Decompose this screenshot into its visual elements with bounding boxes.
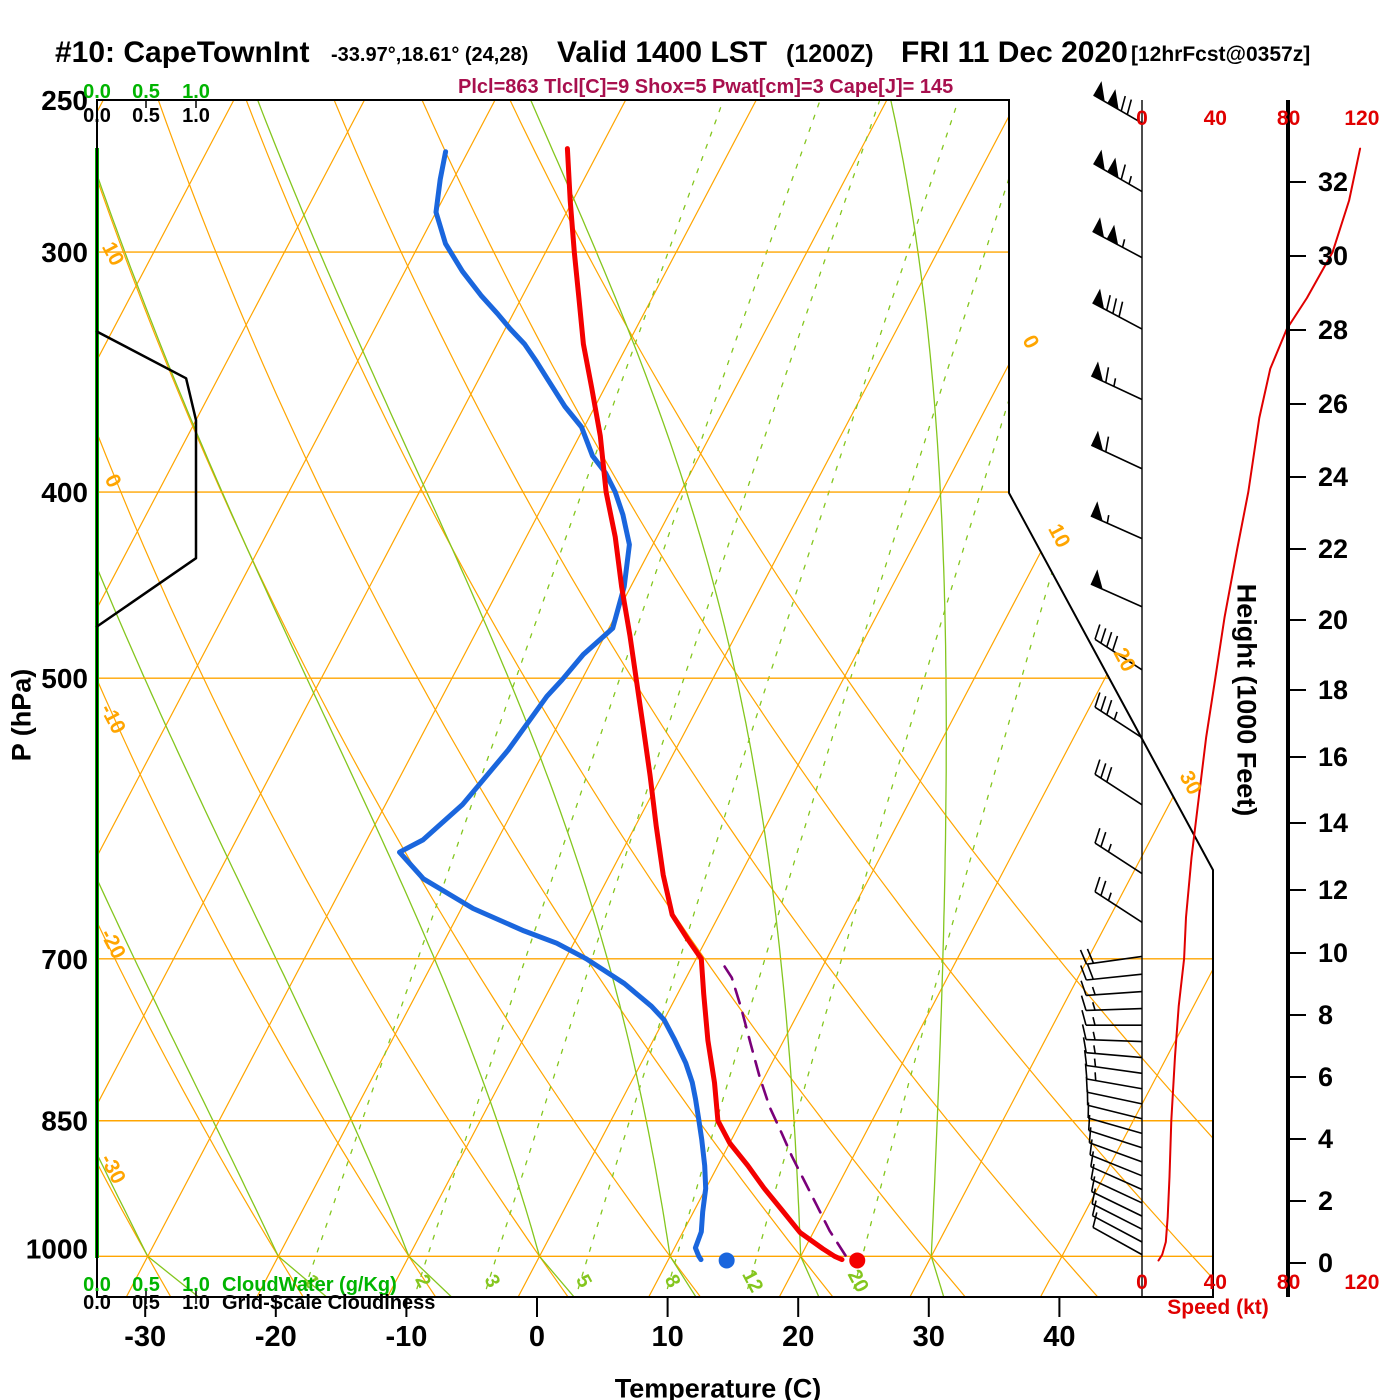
svg-text:10: 10 — [97, 238, 128, 269]
svg-text:300: 300 — [41, 237, 88, 268]
svg-text:120: 120 — [1344, 107, 1379, 130]
svg-text:26: 26 — [1318, 389, 1348, 419]
svg-text:120: 120 — [1344, 1271, 1379, 1294]
svg-text:80: 80 — [1277, 107, 1300, 130]
svg-text:12: 12 — [1318, 875, 1348, 905]
scale-tick-label: 1.0 — [182, 1292, 210, 1314]
svg-text:0: 0 — [100, 470, 126, 491]
svg-text:6: 6 — [1318, 1062, 1333, 1092]
temperature-axis-title: Temperature (C) — [614, 1373, 822, 1400]
svg-text:10: 10 — [1043, 520, 1074, 551]
svg-text:20: 20 — [782, 1321, 814, 1353]
scale-tick-label: 0.5 — [132, 1274, 160, 1296]
svg-text:80: 80 — [1277, 1271, 1300, 1294]
cloudiness-scale-label: Grid-Scale Cloudiness — [222, 1292, 436, 1314]
svg-text:5: 5 — [571, 1271, 596, 1291]
pressure-axis-title: P (hPa) — [6, 668, 37, 762]
scale-tick-label: 0.0 — [83, 105, 111, 127]
svg-text:700: 700 — [41, 944, 88, 975]
svg-text:14: 14 — [1318, 808, 1348, 838]
svg-text:2: 2 — [1318, 1186, 1333, 1216]
svg-text:8: 8 — [1318, 1000, 1333, 1030]
svg-text:40: 40 — [1204, 1271, 1227, 1294]
svg-text:20: 20 — [843, 1266, 873, 1296]
svg-text:24: 24 — [1318, 462, 1348, 492]
height-axis-title: Height (1000 Feet) — [1231, 583, 1262, 817]
svg-text:500: 500 — [41, 663, 88, 694]
svg-text:-30: -30 — [95, 1150, 130, 1188]
cloudwater-scale-label: CloudWater (g/Kg) — [222, 1274, 397, 1296]
svg-text:10: 10 — [651, 1321, 683, 1353]
scale-tick-label: 1.0 — [182, 105, 210, 127]
forecast-lead-note: [12hrFcst@0357z] — [1131, 43, 1311, 66]
svg-text:4: 4 — [1318, 1124, 1333, 1154]
svg-text:40: 40 — [1204, 107, 1227, 130]
stability-parameters: Plcl=863 Tlcl[C]=9 Shox=5 Pwat[cm]=3 Cap… — [458, 76, 954, 98]
svg-text:32: 32 — [1318, 167, 1348, 197]
svg-text:2: 2 — [410, 1271, 435, 1291]
svg-text:0: 0 — [1136, 1271, 1148, 1294]
svg-text:12: 12 — [737, 1266, 767, 1296]
svg-text:-10: -10 — [385, 1321, 427, 1353]
station-coordinates: -33.97°,18.61° (24,28) — [331, 44, 529, 66]
scale-tick-label: 0.5 — [132, 105, 160, 127]
svg-text:1000: 1000 — [26, 1233, 88, 1264]
scale-tick-label: 1.0 — [182, 81, 210, 103]
svg-text:0: 0 — [1318, 1248, 1333, 1278]
valid-date: FRI 11 Dec 2020 — [901, 36, 1128, 69]
svg-text:0: 0 — [1136, 107, 1148, 130]
svg-text:400: 400 — [41, 477, 88, 508]
svg-text:-30: -30 — [124, 1321, 166, 1353]
svg-text:30: 30 — [1318, 241, 1348, 271]
svg-text:40: 40 — [1043, 1321, 1075, 1353]
svg-text:-20: -20 — [255, 1321, 297, 1353]
valid-time-zulu: (1200Z) — [786, 40, 874, 68]
speed-axis-title: Speed (kt) — [1167, 1296, 1269, 1319]
surface-temp-dot — [849, 1252, 866, 1269]
svg-text:-10: -10 — [95, 700, 130, 738]
svg-text:850: 850 — [41, 1106, 88, 1137]
valid-time: Valid 1400 LST — [557, 36, 768, 69]
surface-dewpoint-dot — [718, 1252, 735, 1269]
svg-text:22: 22 — [1318, 534, 1348, 564]
svg-text:20: 20 — [1318, 605, 1348, 635]
svg-text:3: 3 — [480, 1271, 505, 1291]
svg-text:18: 18 — [1318, 675, 1348, 705]
station-title: #10: CapeTownInt — [55, 36, 310, 69]
scale-tick-label: 1.0 — [182, 1274, 210, 1296]
svg-text:10: 10 — [1318, 938, 1348, 968]
svg-text:30: 30 — [913, 1321, 945, 1353]
svg-text:16: 16 — [1318, 742, 1348, 772]
svg-text:250: 250 — [41, 85, 88, 116]
svg-text:28: 28 — [1318, 315, 1348, 345]
svg-text:8: 8 — [660, 1271, 685, 1291]
scale-tick-label: 0.5 — [132, 1292, 160, 1314]
scale-tick-label: 0.0 — [83, 1274, 111, 1296]
svg-text:0: 0 — [1018, 331, 1044, 352]
svg-text:0: 0 — [529, 1321, 545, 1353]
scale-tick-label: 0.5 — [132, 81, 160, 103]
scale-tick-label: 0.0 — [83, 1292, 111, 1314]
scale-tick-label: 0.0 — [83, 81, 111, 103]
